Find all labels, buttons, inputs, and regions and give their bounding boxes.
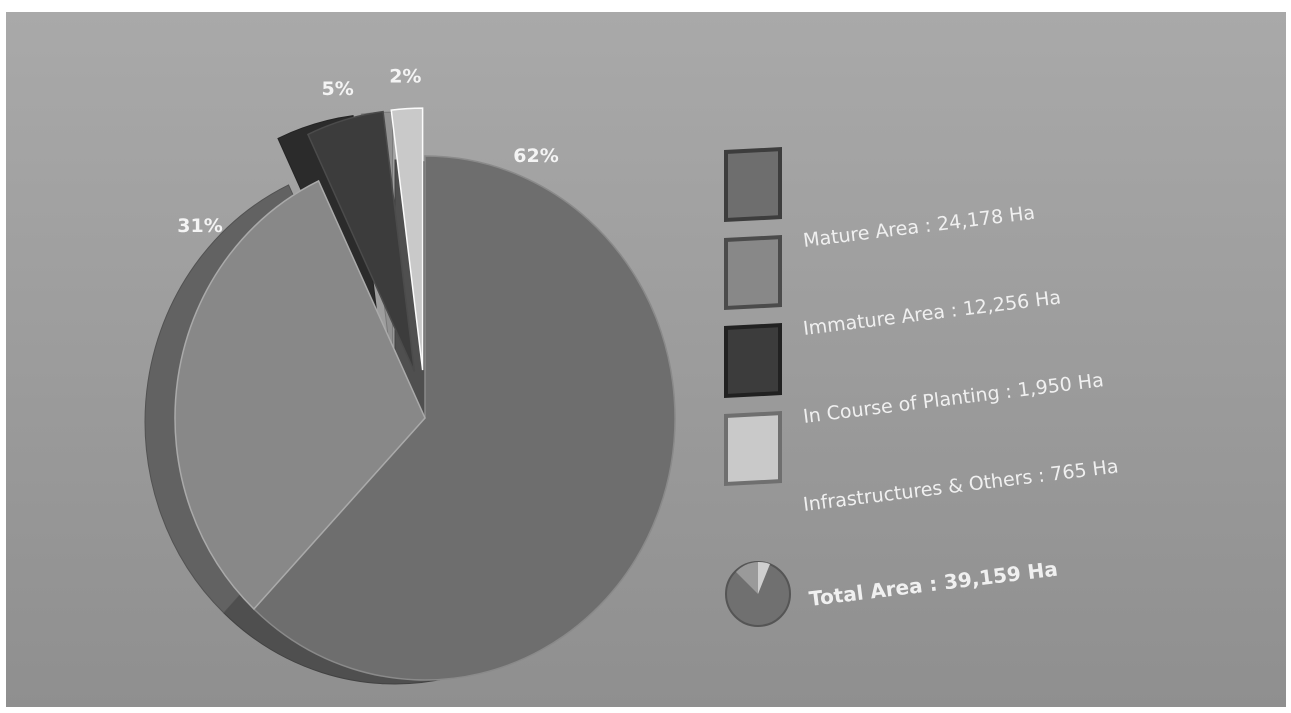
pct-label-immature: 31% bbox=[177, 215, 222, 237]
pie-slice-immature bbox=[174, 179, 426, 611]
labels-layer: 62% 31% 5% 2% bbox=[177, 65, 558, 237]
pct-label-infrastructure: 2% bbox=[389, 65, 421, 87]
pie-slice-mature bbox=[252, 155, 676, 681]
mini-pie-icon bbox=[725, 561, 791, 627]
pie-slice-infrastructure bbox=[390, 107, 424, 371]
slices-layer bbox=[144, 107, 676, 685]
pie-slice-planting bbox=[306, 110, 416, 372]
pct-label-mature: 62% bbox=[513, 145, 558, 167]
legend-swatch-mature bbox=[724, 147, 782, 223]
legend-swatch-infrastructure bbox=[724, 411, 782, 487]
legend-swatch-planting bbox=[724, 323, 782, 399]
pct-label-planting: 5% bbox=[322, 78, 354, 100]
legend-swatch-immature bbox=[724, 235, 782, 311]
